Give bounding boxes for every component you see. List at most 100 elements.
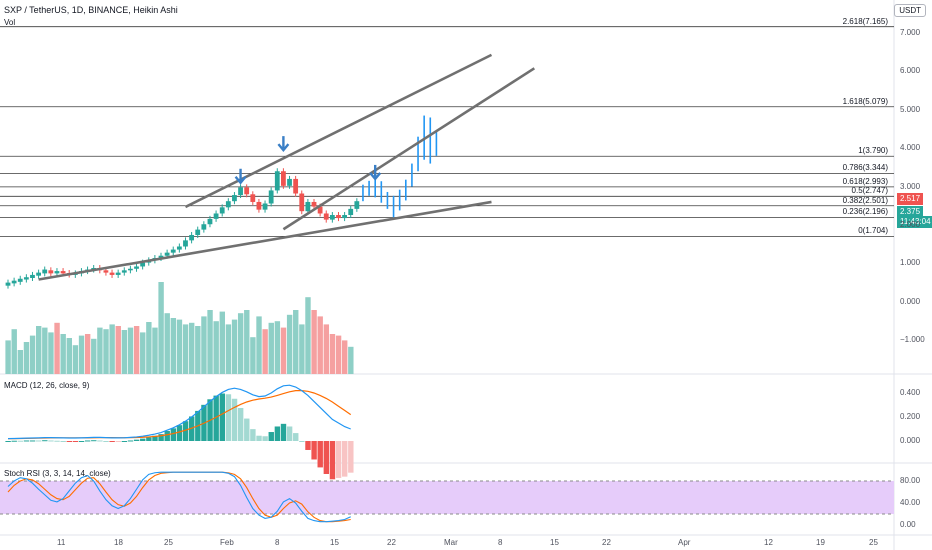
macd-histogram-bar	[133, 439, 140, 441]
candle	[317, 206, 323, 214]
candle	[250, 194, 256, 202]
volume-bar	[78, 335, 85, 374]
macd-histogram-bar	[103, 441, 109, 442]
time-tick-label: 11	[57, 538, 66, 547]
macd-histogram-bar	[231, 398, 238, 441]
candle	[348, 208, 354, 216]
candle	[54, 271, 60, 274]
candle	[140, 262, 146, 267]
volume-bar	[176, 319, 183, 374]
volume-bar	[66, 338, 72, 374]
candle	[5, 282, 11, 286]
candle	[354, 201, 360, 209]
down-arrow-icon	[369, 164, 382, 181]
macd-histogram-bar	[348, 441, 354, 473]
candle	[201, 224, 207, 230]
macd-histogram-bar	[237, 408, 244, 441]
volume-bar	[329, 334, 336, 374]
volume-bar	[219, 311, 225, 374]
candle	[109, 272, 115, 275]
candle	[329, 215, 335, 220]
macd-histogram-bar	[152, 435, 158, 441]
volume-bar	[335, 335, 342, 374]
currency-badge[interactable]: USDT	[894, 4, 926, 17]
candle	[232, 195, 237, 202]
fib-level-label: 0.236(2.196)	[842, 207, 888, 217]
macd-histogram-bar	[317, 441, 323, 468]
macd-histogram-bar	[256, 435, 262, 441]
current-price-tag: 2.375	[897, 206, 924, 218]
arrow-head	[369, 172, 382, 181]
macd-histogram-bar	[286, 426, 293, 441]
candle	[11, 280, 17, 284]
macd-histogram-bar	[225, 394, 232, 441]
volume-bar	[72, 345, 79, 374]
volume-bar	[323, 324, 330, 374]
candle	[225, 201, 231, 208]
candle	[256, 201, 262, 210]
candle	[238, 187, 243, 196]
macd-histogram-bar	[158, 434, 164, 441]
candle	[213, 213, 219, 219]
stoch-label: Stoch RSI (3, 3, 14, 14, close)	[4, 469, 111, 478]
volume-bar	[84, 334, 91, 374]
price-tick-label: 7.000	[900, 28, 921, 37]
fib-level-label: 1.618(5.079)	[842, 96, 888, 106]
volume-bar	[268, 322, 274, 374]
volume-bar	[115, 326, 121, 374]
candle	[281, 171, 286, 186]
candle	[60, 271, 66, 274]
macd-tick-label: 0.200	[900, 412, 921, 421]
macd-tick-label: 0.000	[900, 436, 921, 445]
stoch-k-line	[7, 471, 351, 523]
macd-histogram-bar	[11, 440, 17, 442]
stoch-tick-label: 0.00	[900, 520, 916, 529]
candle	[36, 272, 41, 276]
candle	[42, 269, 48, 274]
candle	[121, 270, 127, 273]
volume-bar	[42, 327, 48, 374]
countdown-tag: 11:43:04	[897, 216, 932, 228]
candle	[17, 278, 23, 282]
candle	[48, 270, 54, 274]
trendline-lower-channel	[282, 67, 536, 231]
price-tick-label: 6.000	[900, 66, 921, 76]
time-tick-label: 12	[764, 538, 773, 547]
volume-bar	[293, 310, 299, 374]
macd-histogram-bar	[36, 440, 42, 442]
volume-bar	[29, 335, 36, 374]
volume-bar	[225, 324, 232, 374]
time-tick-label: Mar	[444, 538, 458, 547]
macd-histogram-bar	[305, 441, 311, 450]
macd-histogram-bar	[244, 418, 250, 441]
candle	[158, 255, 164, 259]
macd-histogram-bar	[250, 429, 256, 441]
candle	[183, 240, 188, 247]
volume-bar	[54, 322, 60, 374]
fib-level-label: 0.5(2.747)	[851, 186, 888, 196]
macd-signal-line	[8, 390, 352, 440]
macd-histogram-bar	[54, 440, 60, 442]
time-tick-label: 22	[602, 538, 611, 547]
price-tick-label: 0.000	[900, 296, 921, 306]
vol-label: Vol	[4, 18, 16, 27]
volume-bar	[250, 337, 256, 374]
volume-bar	[317, 316, 323, 374]
macd-histogram-bar	[329, 441, 336, 480]
macd-histogram-bar	[219, 393, 225, 441]
macd-histogram-bar	[323, 441, 330, 474]
price-tick-label: 5.000	[900, 104, 921, 114]
macd-histogram-bar	[213, 395, 219, 441]
candle	[274, 171, 280, 191]
volume-bar	[146, 322, 152, 374]
macd-histogram-bar	[66, 441, 72, 442]
volume-bar	[280, 327, 287, 374]
time-tick-label: 19	[816, 538, 825, 547]
time-tick-label: 8	[498, 538, 503, 547]
stoch-band	[0, 481, 894, 514]
candle	[195, 229, 201, 235]
macd-label: MACD (12, 26, close, 9)	[4, 381, 90, 390]
price-tick-label: 2.000	[900, 220, 921, 229]
macd-histogram-bar	[23, 440, 30, 442]
